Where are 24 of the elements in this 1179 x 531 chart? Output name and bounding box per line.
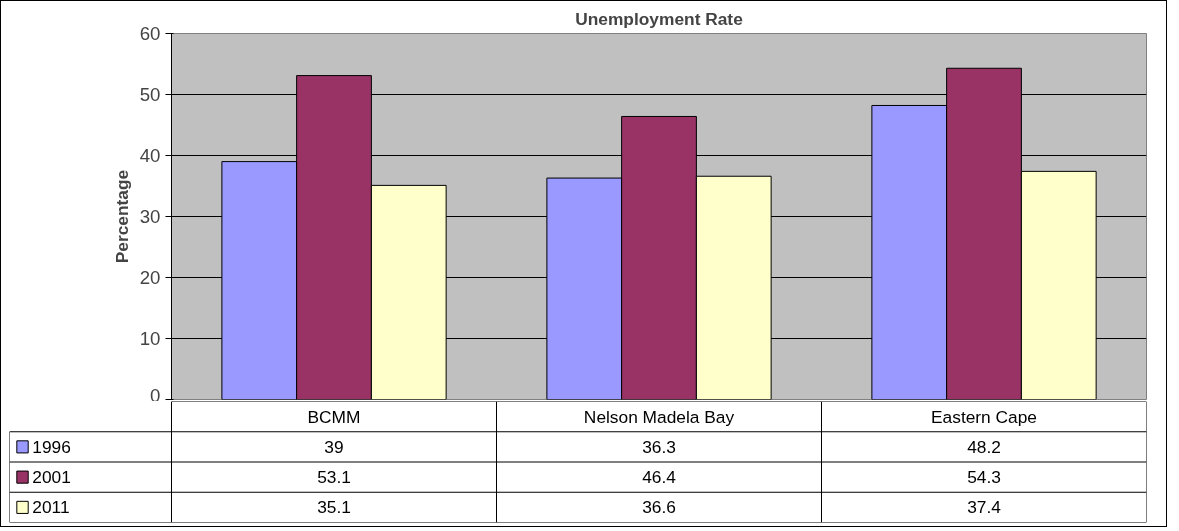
y-tick-label: 10 — [139, 328, 161, 349]
data-label: 39 — [324, 436, 344, 457]
chart-title: Unemployment Rate — [575, 8, 744, 29]
x-tick-label: Eastern Cape — [931, 406, 1037, 427]
data-label: 46.4 — [642, 467, 677, 488]
legend-label: 1996 — [32, 436, 71, 457]
data-label: 36.3 — [642, 436, 676, 457]
legend-label: 2001 — [32, 467, 71, 488]
data-label: 54.3 — [967, 467, 1001, 488]
data-label: 48.2 — [967, 436, 1001, 457]
data-label: 35.1 — [317, 497, 351, 518]
y-tick-label: 0 — [150, 384, 161, 406]
data-label: 37.4 — [967, 497, 1002, 518]
y-tick-label: 60 — [139, 23, 161, 44]
data-label: 36.6 — [642, 497, 676, 518]
y-tick-label: 40 — [139, 145, 161, 166]
y-tick-label: 50 — [139, 84, 161, 105]
x-tick-label: BCMM — [307, 406, 361, 427]
legend-label: 2011 — [32, 497, 70, 518]
y-tick-label: 20 — [139, 267, 161, 288]
y-tick-label: 30 — [139, 206, 161, 227]
y-axis-title: Percentage — [111, 169, 132, 264]
x-tick-label: Nelson Madela Bay — [583, 406, 735, 427]
data-label: 53.1 — [317, 467, 351, 488]
